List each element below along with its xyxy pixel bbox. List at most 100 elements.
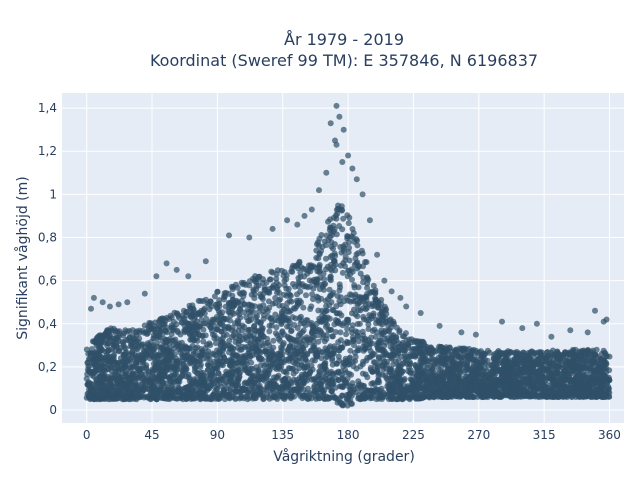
data-point bbox=[374, 368, 381, 374]
data-point bbox=[191, 359, 198, 366]
data-point bbox=[399, 396, 406, 403]
data-point bbox=[197, 369, 204, 376]
data-point bbox=[327, 343, 334, 350]
data-point bbox=[305, 267, 312, 274]
data-point bbox=[318, 329, 325, 336]
data-point bbox=[337, 284, 344, 291]
data-point bbox=[266, 328, 273, 335]
data-point bbox=[521, 370, 528, 377]
data-point bbox=[155, 334, 162, 341]
data-point bbox=[292, 360, 299, 367]
data-point bbox=[222, 372, 229, 379]
data-point bbox=[300, 304, 307, 311]
data-point bbox=[355, 338, 362, 345]
data-point bbox=[142, 329, 149, 336]
data-point bbox=[143, 350, 150, 356]
data-point bbox=[229, 324, 236, 331]
data-point bbox=[383, 365, 390, 372]
data-point bbox=[355, 307, 362, 314]
data-point bbox=[339, 269, 346, 276]
data-point bbox=[527, 386, 534, 393]
data-point bbox=[234, 381, 241, 388]
data-point bbox=[226, 362, 233, 369]
data-point bbox=[206, 340, 213, 347]
data-point bbox=[288, 298, 295, 305]
data-point bbox=[285, 290, 292, 297]
data-point bbox=[361, 337, 368, 344]
data-point bbox=[200, 320, 207, 327]
data-point bbox=[270, 337, 277, 344]
data-point bbox=[211, 293, 218, 300]
data-point bbox=[421, 392, 428, 398]
data-point bbox=[154, 356, 161, 363]
data-point bbox=[474, 358, 480, 365]
data-point bbox=[407, 385, 414, 392]
data-point bbox=[217, 337, 224, 343]
data-point bbox=[116, 328, 123, 335]
data-point bbox=[349, 276, 355, 283]
data-point bbox=[261, 348, 268, 355]
data-point bbox=[217, 355, 224, 362]
data-point bbox=[453, 350, 460, 357]
data-point bbox=[381, 360, 388, 367]
data-point bbox=[547, 389, 554, 396]
data-point bbox=[325, 218, 331, 225]
data-point bbox=[260, 302, 267, 309]
data-point bbox=[129, 327, 136, 334]
data-point bbox=[291, 305, 297, 312]
data-point bbox=[422, 368, 429, 375]
data-point bbox=[245, 326, 252, 333]
data-point bbox=[251, 295, 258, 302]
data-point bbox=[544, 349, 551, 355]
data-point bbox=[349, 380, 356, 387]
data-point bbox=[323, 307, 330, 314]
data-point bbox=[442, 361, 449, 368]
data-point bbox=[388, 353, 395, 360]
data-point bbox=[580, 357, 587, 364]
data-point bbox=[98, 392, 105, 399]
data-point bbox=[518, 357, 525, 364]
data-point bbox=[239, 322, 246, 329]
data-point bbox=[227, 312, 234, 319]
data-point bbox=[107, 358, 114, 365]
data-point bbox=[331, 258, 338, 264]
data-point bbox=[213, 326, 220, 333]
data-point bbox=[556, 356, 563, 363]
data-point bbox=[269, 284, 276, 291]
data-point bbox=[375, 373, 382, 380]
data-point bbox=[193, 349, 200, 356]
data-point bbox=[240, 385, 247, 392]
data-point bbox=[260, 315, 267, 322]
data-point bbox=[511, 360, 518, 367]
data-point bbox=[235, 299, 242, 306]
data-point bbox=[423, 343, 430, 350]
data-point bbox=[197, 364, 204, 370]
data-point bbox=[248, 302, 255, 309]
data-point bbox=[289, 344, 296, 351]
data-point bbox=[116, 347, 123, 354]
data-point bbox=[606, 393, 613, 400]
data-point bbox=[121, 330, 127, 337]
data-point bbox=[356, 320, 363, 327]
data-point bbox=[152, 329, 159, 336]
data-point bbox=[234, 360, 241, 367]
data-point bbox=[117, 392, 123, 399]
data-point bbox=[247, 312, 254, 319]
data-point bbox=[347, 271, 354, 278]
data-point bbox=[373, 396, 380, 403]
data-point bbox=[289, 314, 296, 321]
data-point bbox=[347, 347, 354, 354]
data-point bbox=[265, 288, 272, 295]
data-point bbox=[466, 376, 473, 383]
data-point bbox=[502, 355, 509, 362]
data-point bbox=[215, 308, 222, 315]
data-point bbox=[403, 337, 410, 344]
data-point bbox=[216, 395, 223, 402]
data-point bbox=[429, 376, 435, 383]
data-point bbox=[274, 286, 281, 293]
data-point bbox=[452, 361, 459, 368]
data-point bbox=[499, 350, 506, 357]
data-point bbox=[326, 234, 333, 241]
data-point bbox=[321, 238, 328, 245]
data-point bbox=[594, 383, 601, 390]
